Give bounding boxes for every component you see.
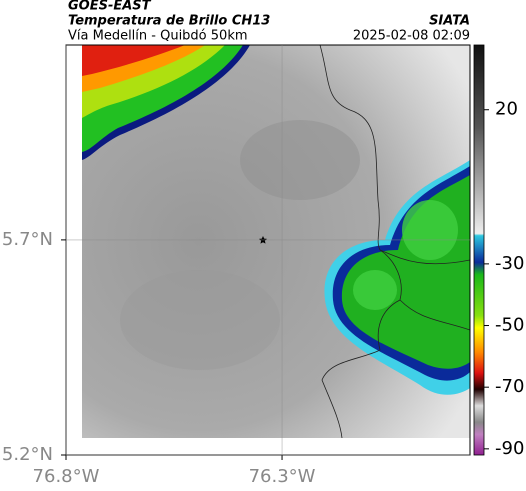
x-tick-label: 76.3°W <box>249 466 316 487</box>
colorbar <box>473 44 485 456</box>
colorbar-tick-label: -90 <box>495 438 524 459</box>
subtitle: Temperatura de Brillo CH13 <box>68 14 270 29</box>
y-tick-label: 5.2°N <box>2 444 53 465</box>
source: SIATA <box>429 14 470 29</box>
colorbar-tick-label: -70 <box>495 376 524 397</box>
satellite-image <box>82 45 470 438</box>
colorbar-tick-label: -30 <box>495 253 524 274</box>
title: GOES-EAST <box>68 0 152 14</box>
x-tick-label: 76.8°W <box>33 466 100 487</box>
colorbar-tick-label: 20 <box>495 99 518 120</box>
timestamp: 2025-02-08 02:09 <box>353 29 470 44</box>
colorbar-tick-label: -50 <box>495 315 524 336</box>
y-tick-label: 5.7°N <box>2 229 53 250</box>
route: Vía Medellín - Quibdó 50km <box>68 29 248 44</box>
